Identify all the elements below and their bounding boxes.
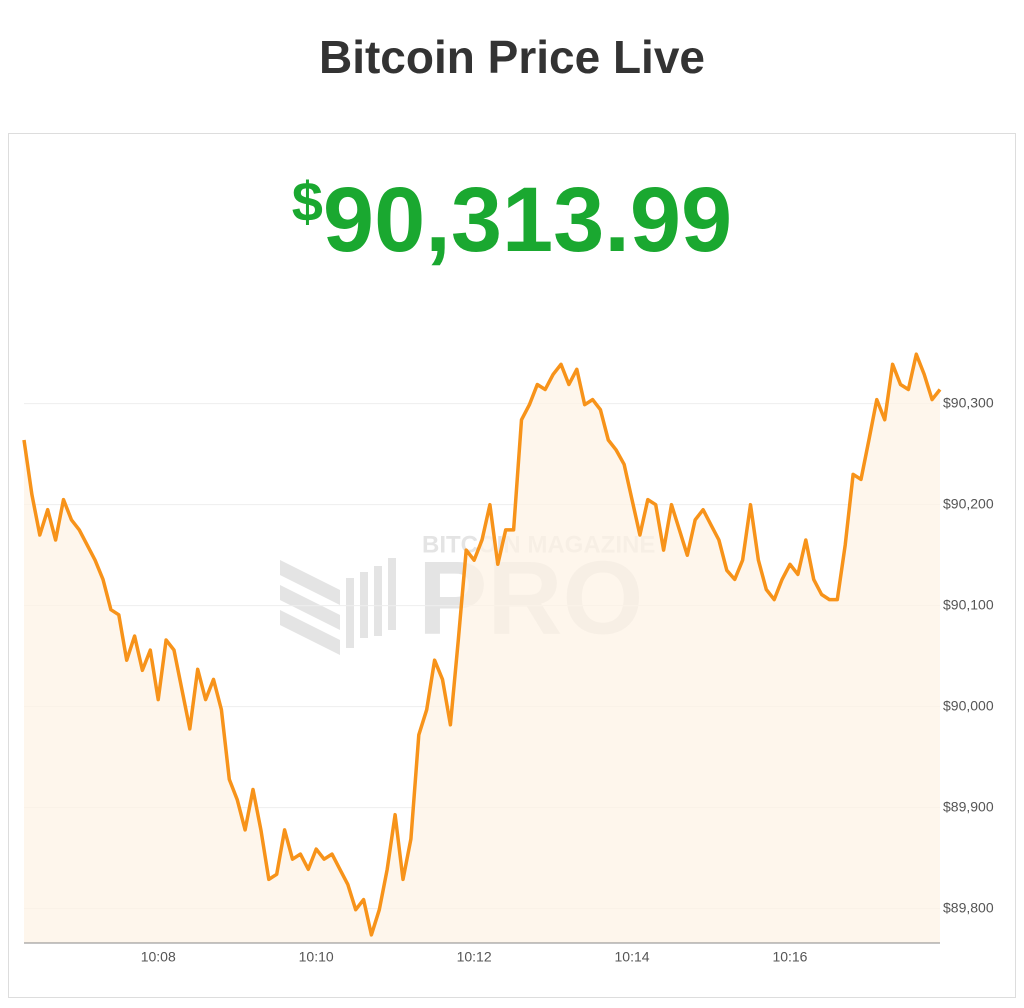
x-tick-label: 10:14 [615,949,650,965]
y-tick-label: $90,100 [943,596,994,612]
x-tick-label: 10:12 [457,949,492,965]
price: $90,313.99 [0,168,1024,273]
x-tick-label: 10:08 [141,949,176,965]
area [24,354,940,943]
price-symbol: $ [291,170,323,233]
chart-card [8,133,1016,998]
price-amount: 90,313.99 [322,169,733,271]
x-tick-label: 10:10 [299,949,334,965]
page-title: Bitcoin Price Live [318,31,705,83]
price-line [22,352,942,937]
y-tick-label: $89,800 [943,899,994,915]
y-tick-label: $90,000 [943,697,994,713]
watermark-logo [280,558,396,655]
y-tick-label: $89,900 [943,798,994,814]
x-tick-label: 10:16 [772,949,807,965]
y-tick-label: $90,200 [943,495,994,511]
y-tick-label: $90,300 [943,394,994,410]
